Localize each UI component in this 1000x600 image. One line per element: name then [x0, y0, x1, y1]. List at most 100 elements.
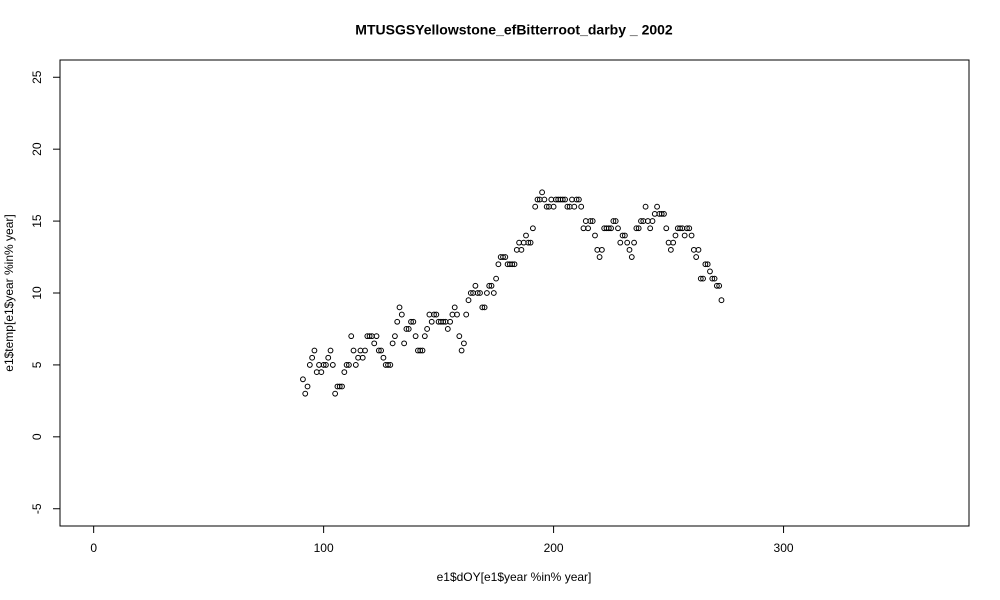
point	[493, 275, 500, 282]
point	[323, 362, 329, 368]
point	[663, 225, 670, 232]
point	[677, 225, 683, 232]
point	[532, 203, 539, 210]
point	[341, 369, 348, 376]
point	[479, 304, 486, 311]
point	[495, 261, 502, 268]
point	[433, 311, 440, 318]
point	[431, 311, 437, 318]
point	[596, 254, 603, 260]
point	[424, 326, 431, 332]
x-tick-label: 200	[544, 541, 564, 555]
chart-title: MTUSGSYellowstone_efBitterroot_darby _ 2…	[355, 22, 673, 38]
point	[612, 218, 619, 224]
x-axis-label: e1$dOY[e1$year %in% year]	[437, 570, 592, 584]
point	[638, 218, 644, 224]
point	[713, 282, 720, 289]
point	[695, 246, 702, 253]
y-tick-label: 5	[30, 361, 44, 368]
point	[474, 290, 481, 296]
point	[539, 189, 545, 196]
point	[550, 203, 557, 210]
point	[575, 196, 582, 203]
point	[711, 275, 718, 282]
point	[304, 383, 311, 390]
point	[481, 304, 488, 311]
point	[300, 376, 306, 383]
point	[311, 347, 318, 354]
point	[467, 290, 474, 296]
point	[306, 362, 313, 368]
point	[585, 225, 591, 232]
point	[605, 225, 612, 232]
point	[477, 290, 483, 296]
point	[359, 354, 366, 361]
point	[693, 254, 700, 260]
point	[396, 304, 403, 311]
point	[375, 347, 382, 354]
point	[633, 225, 640, 232]
y-tick-label: 20	[30, 142, 44, 156]
x-tick-label: 0	[90, 541, 97, 555]
point	[686, 225, 693, 232]
point	[610, 218, 617, 224]
point	[559, 196, 566, 203]
point	[348, 333, 355, 340]
point	[635, 225, 642, 232]
point	[325, 354, 332, 361]
point	[525, 239, 532, 246]
point	[709, 275, 716, 282]
y-axis-label: e1$temp[e1$year %in% year]	[2, 214, 16, 371]
point	[419, 347, 426, 354]
point	[541, 196, 548, 203]
point	[700, 275, 706, 282]
y-tick-label: 10	[30, 286, 44, 300]
point	[403, 326, 410, 332]
point	[456, 333, 463, 340]
point	[346, 362, 352, 368]
point	[649, 218, 656, 224]
point	[371, 340, 378, 347]
point	[373, 333, 380, 340]
point	[621, 232, 628, 239]
point	[670, 239, 677, 246]
point	[318, 369, 325, 376]
point	[385, 362, 391, 368]
point	[509, 261, 516, 268]
point	[571, 203, 578, 210]
point	[534, 196, 541, 203]
point	[302, 390, 309, 397]
point	[543, 203, 550, 210]
point	[472, 282, 479, 289]
point	[684, 225, 690, 232]
point	[573, 196, 580, 203]
point	[366, 333, 373, 340]
point	[688, 232, 695, 239]
point	[339, 383, 345, 390]
point	[707, 268, 713, 275]
point	[500, 254, 506, 260]
point	[461, 340, 467, 347]
point	[380, 354, 387, 361]
point	[529, 225, 536, 232]
point	[702, 261, 709, 268]
point	[661, 210, 667, 217]
point	[647, 225, 654, 232]
point	[592, 232, 598, 239]
point	[447, 318, 454, 325]
point	[428, 318, 435, 325]
point	[362, 347, 368, 354]
point	[350, 347, 357, 354]
point	[486, 282, 493, 289]
point	[309, 354, 316, 361]
point	[672, 232, 679, 239]
point	[718, 297, 725, 304]
point	[681, 232, 688, 239]
point	[454, 311, 460, 318]
point	[654, 203, 660, 210]
point	[642, 203, 649, 210]
point	[484, 290, 490, 296]
point	[463, 311, 470, 318]
point	[327, 347, 334, 354]
